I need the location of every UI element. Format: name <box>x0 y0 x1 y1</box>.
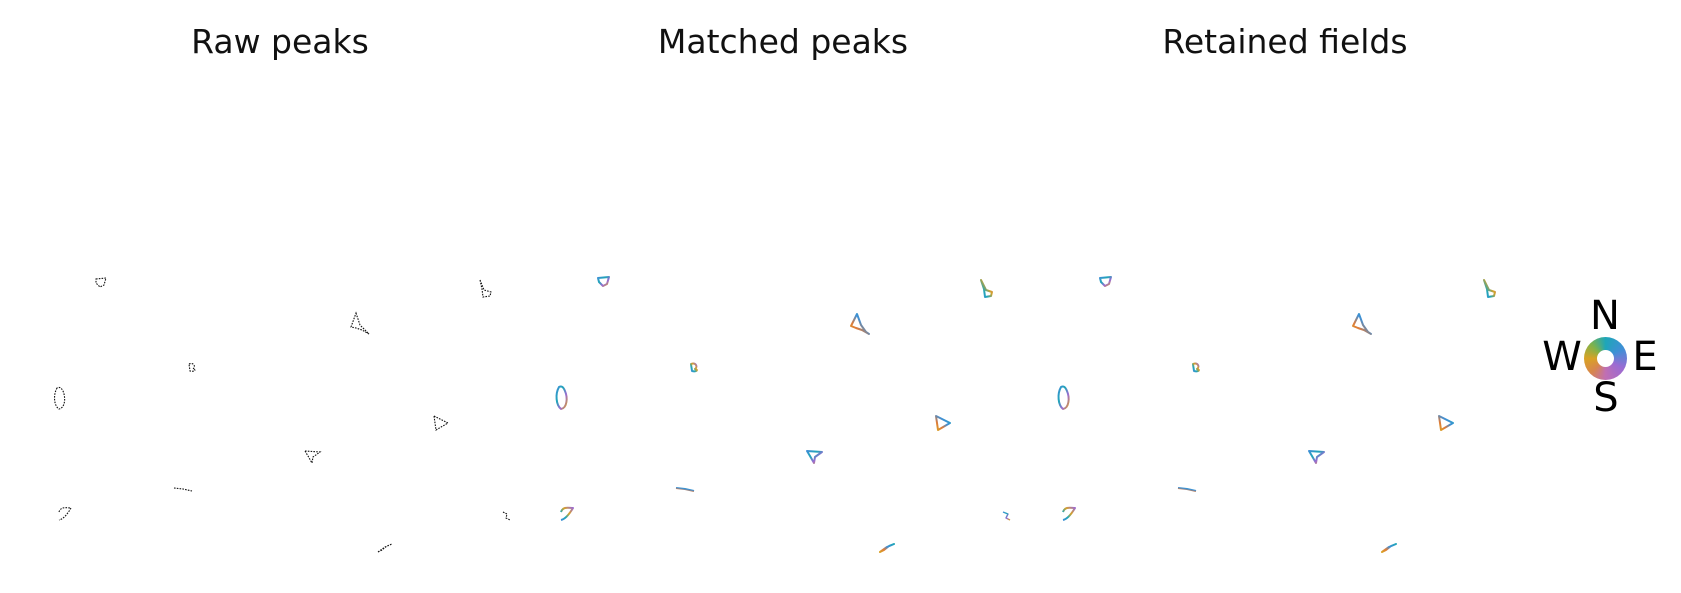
retained-field-6 <box>1438 415 1454 431</box>
raw-field-7 <box>303 450 322 465</box>
retained-field-11 <box>1381 543 1397 553</box>
raw-field-11 <box>377 543 393 553</box>
raw-field-5 <box>54 386 66 410</box>
panel-title-matched-peaks: Matched peaks <box>657 22 909 61</box>
matched-field-9 <box>560 506 574 521</box>
matched-field-7 <box>806 450 823 464</box>
compass-east-label: E <box>1632 334 1658 380</box>
raw-field-2 <box>479 279 492 298</box>
retained-field-1 <box>1099 276 1112 287</box>
raw-peaks-panel <box>54 277 511 553</box>
matched-field-8 <box>675 487 695 492</box>
matched-field-10 <box>1002 511 1011 521</box>
retained-field-5 <box>1057 385 1070 410</box>
matched-peaks-panel <box>555 276 1011 553</box>
matched-field-3 <box>850 313 870 335</box>
matched-field-11 <box>879 543 895 553</box>
panel-title-retained-fields: Retained fields <box>1162 22 1408 61</box>
matched-field-2 <box>980 279 993 298</box>
compass-north-label: N <box>1590 293 1620 339</box>
panel-title-raw-peaks: Raw peaks <box>191 22 369 61</box>
raw-field-8 <box>173 487 193 492</box>
matched-field-1 <box>597 276 610 287</box>
raw-field-10 <box>502 511 511 521</box>
raw-field-6 <box>433 415 450 431</box>
matched-field-4 <box>690 362 698 373</box>
matched-field-6 <box>935 415 951 431</box>
retained-field-9 <box>1062 506 1076 521</box>
retained-field-3 <box>1352 313 1372 335</box>
retained-field-4 <box>1192 362 1200 373</box>
compass-south-label: S <box>1593 375 1619 421</box>
raw-field-3 <box>350 311 370 335</box>
matched-field-5 <box>555 385 568 410</box>
raw-field-1 <box>95 277 107 288</box>
retained-field-2 <box>1483 279 1496 298</box>
retained-field-7 <box>1308 450 1325 464</box>
raw-field-4 <box>188 363 196 372</box>
retained-field-8 <box>1177 487 1197 492</box>
raw-field-9 <box>58 507 72 521</box>
retained-fields-panel <box>1057 276 1496 553</box>
heading-color-wheel <box>1584 337 1627 380</box>
compass-west-label: W <box>1542 334 1582 380</box>
